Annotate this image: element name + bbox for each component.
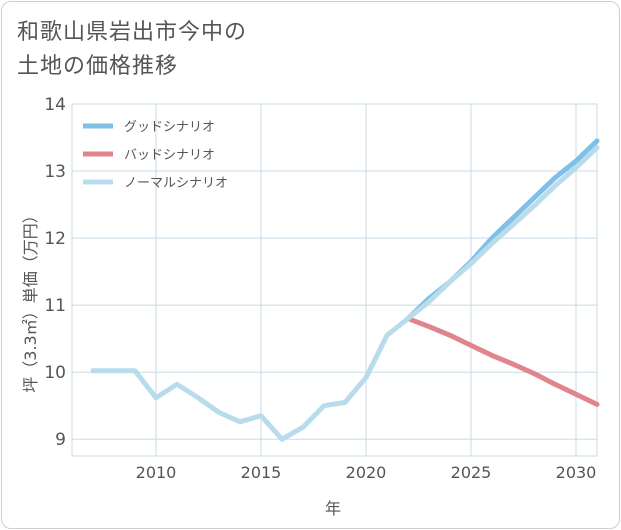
chart-title: 和歌山県岩出市今中の 土地の価格推移	[17, 16, 247, 84]
y-tick-label-11: 11	[44, 296, 66, 316]
grid-lines	[72, 103, 597, 456]
axis-ticks: 2010 2015 2020 2025 2030 9 10 11 12 13 14	[44, 95, 596, 482]
x-axis-label: 年	[325, 499, 341, 518]
x-tick-label-2025: 2025	[451, 463, 492, 482]
y-tick-label-10: 10	[44, 363, 66, 383]
series-line-bad	[405, 316, 600, 407]
x-tick-label-2020: 2020	[346, 463, 387, 482]
chart-title-line-1: 和歌山県岩出市今中の	[17, 20, 248, 45]
y-tick-label-9: 9	[55, 430, 66, 450]
y-tick-label-12: 12	[44, 229, 66, 249]
x-tick-label-2010: 2010	[136, 463, 177, 482]
legend-label-bad: バッドシナリオ	[124, 148, 215, 163]
legend-label-normal: ノーマルシナリオ	[124, 176, 228, 191]
y-tick-label-13: 13	[44, 162, 66, 182]
x-tick-label-2030: 2030	[556, 463, 597, 482]
chart-title-line-2: 土地の価格推移	[17, 54, 179, 79]
legend-label-good: グッドシナリオ	[124, 120, 215, 135]
series-lines	[90, 138, 600, 442]
series-line-normal	[90, 145, 600, 442]
y-tick-label-14: 14	[44, 95, 66, 115]
x-tick-label-2015: 2015	[241, 463, 282, 482]
y-axis-label: 坪（3.3㎡）単価（万円）	[21, 207, 40, 392]
